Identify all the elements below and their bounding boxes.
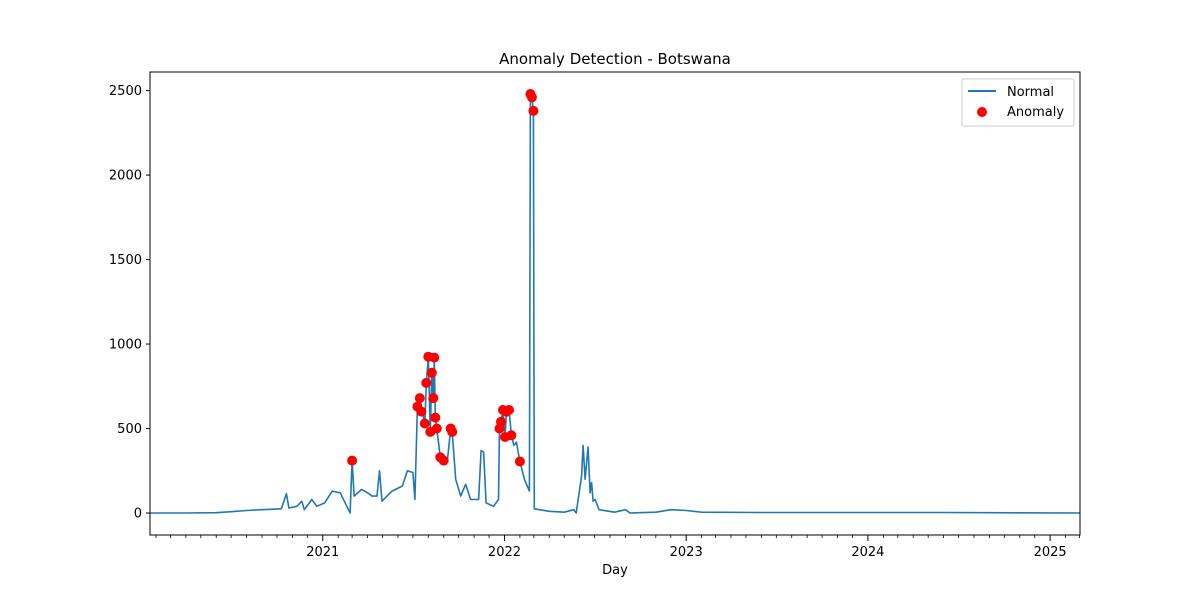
- series-line-normal: [150, 93, 1081, 514]
- x-tick-label: 2025: [1034, 545, 1067, 560]
- legend-normal-label: Normal: [1007, 85, 1054, 100]
- legend: Normal Anomaly: [961, 78, 1075, 127]
- anomaly-point: [447, 426, 458, 437]
- y-tick-label: 1500: [109, 253, 142, 268]
- y-axis: 0 500 1000 1500 2000 2500: [109, 84, 150, 522]
- anomaly-point: [429, 352, 440, 363]
- plot-background: [150, 72, 1080, 535]
- anomaly-point: [416, 406, 427, 417]
- anomaly-point: [496, 416, 506, 427]
- anomaly-point: [526, 92, 537, 103]
- legend-anomaly-label: Anomaly: [1007, 105, 1064, 120]
- anomaly-point: [414, 393, 425, 404]
- anomaly-point: [419, 418, 430, 429]
- series-layer: [150, 93, 1081, 514]
- plot-frame: [149, 71, 1081, 536]
- anomaly-point: [421, 377, 432, 388]
- anomaly-point: [430, 412, 441, 423]
- anomaly-point: [504, 405, 514, 415]
- x-axis-label: Day: [602, 563, 628, 578]
- y-tick-label: 2000: [109, 169, 142, 184]
- y-tick-label: 2500: [109, 84, 142, 99]
- y-tick-label: 0: [134, 507, 142, 522]
- chart-title: Anomaly Detection - Botswana: [499, 50, 731, 68]
- anomaly-point: [528, 105, 539, 116]
- x-tick-label: 2022: [488, 545, 521, 560]
- x-tick-label: 2021: [306, 545, 339, 560]
- x-axis: 2021 2022 2023 2024 2025: [155, 535, 1080, 560]
- x-tick-label: 2024: [851, 545, 884, 560]
- anomaly-layer: [347, 89, 539, 467]
- legend-anomaly-swatch: [977, 107, 987, 117]
- y-tick-label: 1000: [109, 338, 142, 353]
- anomaly-point: [438, 455, 449, 466]
- y-tick-label: 500: [117, 422, 142, 437]
- anomaly-point: [426, 367, 437, 378]
- x-tick-label: 2023: [670, 545, 703, 560]
- anomaly-point: [506, 430, 517, 441]
- anomaly-point: [347, 455, 358, 466]
- anomaly-point: [431, 423, 442, 434]
- anomaly-point: [428, 393, 439, 404]
- anomaly-point: [514, 456, 525, 467]
